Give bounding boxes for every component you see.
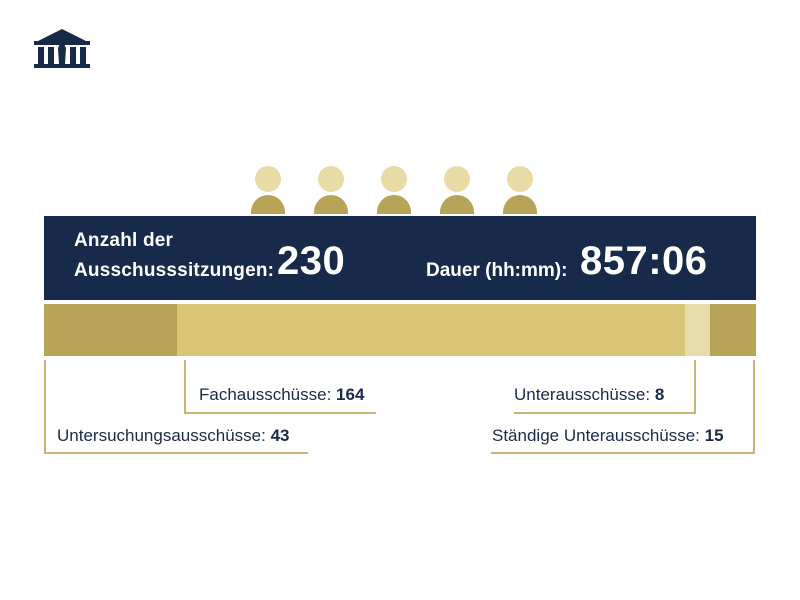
person-body	[440, 195, 474, 214]
sessions-count: 230	[277, 239, 346, 283]
stacked-bar	[44, 304, 756, 356]
leader-line-fach	[184, 360, 376, 414]
parliament-building-icon	[34, 29, 90, 68]
person-body	[503, 195, 537, 214]
callout-untersuchung-value: 43	[270, 426, 290, 445]
person-head	[255, 166, 281, 192]
person-head	[507, 166, 533, 192]
callout-unter-label: Unterausschüsse:	[514, 385, 651, 404]
bar-segment-3	[684, 304, 710, 356]
callout-unter-value: 8	[654, 385, 665, 404]
leader-line-unter	[514, 360, 696, 414]
callout-staendig-label: Ständige Unterausschüsse:	[492, 426, 700, 445]
person-body	[251, 195, 285, 214]
duration-value: 857:06	[580, 239, 708, 283]
person-icon	[374, 162, 414, 214]
person-body	[314, 195, 348, 214]
callout-fach-label: Fachausschüsse:	[199, 385, 332, 404]
callout-fach: Fachausschüsse: 164	[199, 385, 364, 405]
person-head	[444, 166, 470, 192]
leader-line-staendig	[491, 360, 755, 454]
person-icon	[437, 162, 477, 214]
duration-label: Dauer (hh:mm):	[426, 260, 568, 281]
bar-segment-4	[709, 304, 756, 356]
bar-segment-2	[177, 304, 685, 356]
callout-staendig: Ständige Unterausschüsse: 15	[492, 426, 724, 446]
person-icon	[311, 162, 351, 214]
sessions-label-line1: Anzahl der	[74, 230, 174, 251]
leader-line-untersuchung	[44, 360, 308, 454]
summary-banner: Anzahl der Ausschusssitzungen: 230 Dauer…	[44, 216, 756, 300]
person-head	[381, 166, 407, 192]
person-icon	[248, 162, 288, 214]
bar-segment-1	[44, 304, 178, 356]
person-icon	[500, 162, 540, 214]
callout-fach-value: 164	[336, 385, 365, 404]
committee-members-icons	[244, 162, 544, 214]
person-body	[377, 195, 411, 214]
callout-untersuchung-label: Untersuchungsausschüsse:	[57, 426, 266, 445]
person-head	[318, 166, 344, 192]
callout-staendig-value: 15	[704, 426, 724, 445]
sessions-label-line2: Ausschusssitzungen:	[74, 260, 275, 281]
callout-unter: Unterausschüsse: 8	[514, 385, 664, 405]
callout-untersuchung: Untersuchungsausschüsse: 43	[57, 426, 290, 446]
